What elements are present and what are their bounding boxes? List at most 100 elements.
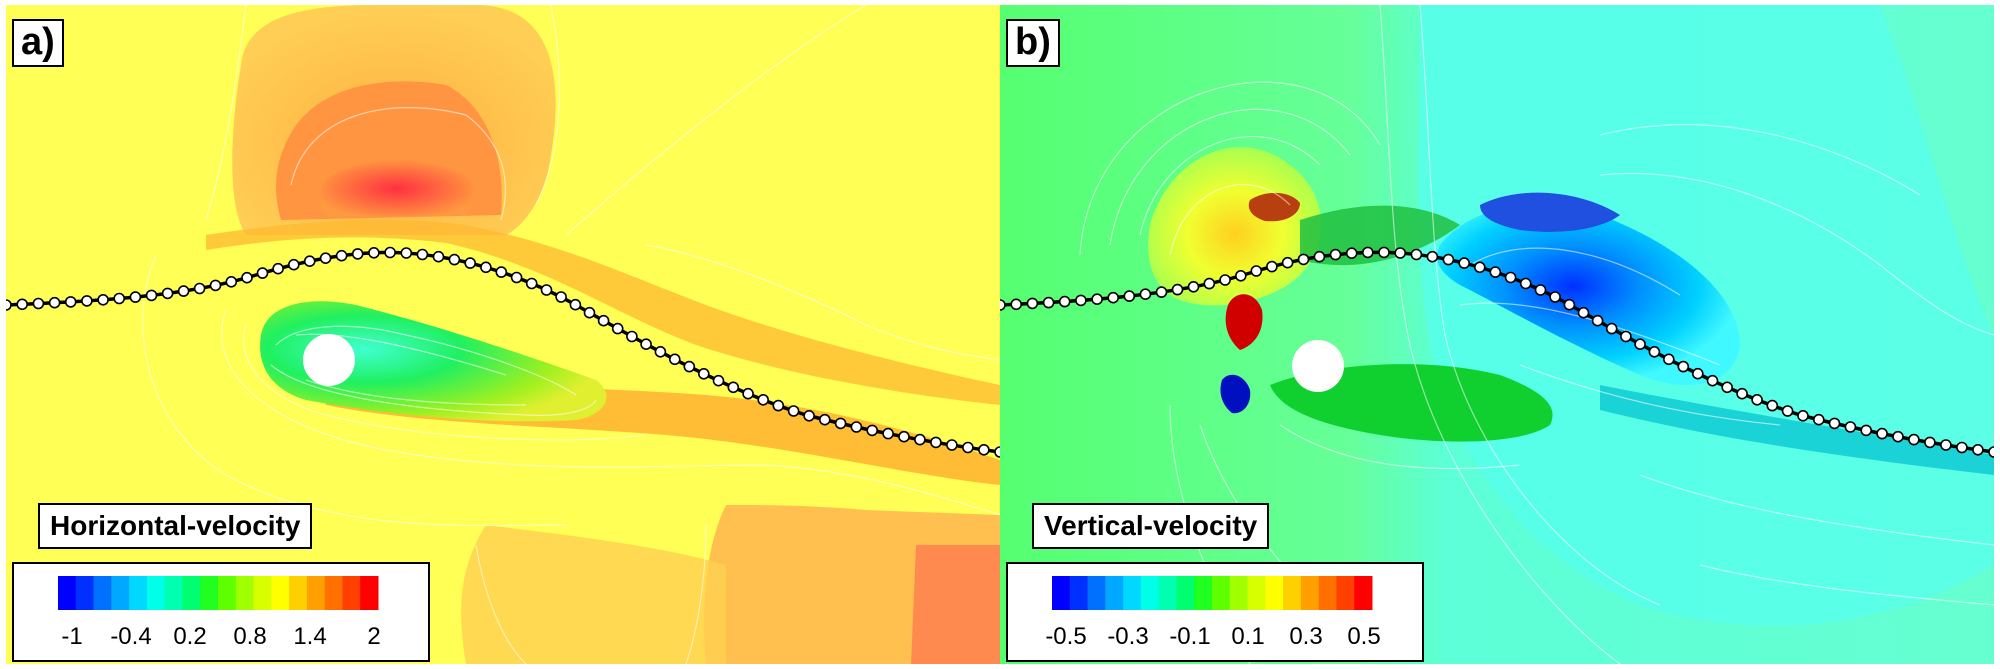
colorbar-swatch (235, 576, 255, 610)
filament-node (683, 360, 696, 373)
colorbar-swatch (253, 576, 272, 610)
colorbar-swatch (1318, 576, 1337, 610)
filament-node (1591, 314, 1604, 327)
filament-node (978, 443, 990, 456)
filament-node (1876, 427, 1888, 440)
filament-node (914, 433, 926, 446)
colorbar-tick: 0.5 (1347, 623, 1380, 650)
filament-node (555, 291, 567, 303)
filament-node (834, 417, 847, 430)
colorbar-swatches-b (1052, 576, 1373, 610)
filament-node (1956, 441, 1968, 454)
filament-node (712, 374, 725, 387)
filament-node (1091, 293, 1103, 306)
filament-node (1736, 387, 1748, 400)
colorbar-tick: 0.2 (173, 623, 206, 650)
filament-node (850, 421, 863, 433)
filament-node (241, 271, 253, 284)
colorbar-tick: 0.1 (1231, 623, 1264, 650)
colorbar-swatch (324, 576, 343, 610)
filament-node (640, 338, 652, 351)
colorbar-swatch (218, 576, 237, 610)
filament-node (727, 381, 740, 394)
filament-node (962, 441, 974, 454)
filament-node (994, 446, 1000, 458)
colorbar-tick: 0.3 (1289, 623, 1322, 650)
filament-node (1908, 433, 1920, 446)
colorbar-swatch (1052, 576, 1071, 610)
filament-node (1329, 248, 1342, 261)
filament-markers (1000, 246, 1994, 458)
colorbar-swatch (342, 576, 361, 610)
filament-node (597, 314, 610, 327)
filament-node (1504, 271, 1517, 284)
filament-node (1171, 283, 1184, 296)
colorbar-swatch (182, 576, 201, 610)
filament-node (787, 405, 800, 417)
filament-markers (6, 246, 1000, 458)
filament-node (64, 296, 77, 308)
filament-node (1410, 248, 1423, 261)
filament-node (335, 249, 348, 262)
filament-node (569, 298, 582, 311)
filament-node (97, 293, 109, 306)
filament-node (1235, 269, 1247, 282)
filament-node (1691, 367, 1704, 380)
filament-node (1860, 424, 1873, 437)
filament-node (1812, 413, 1825, 426)
filament-node (209, 279, 222, 292)
filament-node (1000, 299, 1006, 311)
filament-node (113, 292, 125, 305)
filament-node (448, 253, 461, 266)
colorbar-b: -0.5 -0.3 -0.1 0.1 0.3 0.5 (1006, 562, 1424, 662)
filament-node (1634, 338, 1646, 351)
colorbar-title-a: Horizontal-velocity (38, 503, 313, 549)
filament-node (525, 277, 538, 290)
filament-node (626, 330, 638, 343)
filament-node (1442, 253, 1455, 266)
filament-node (1972, 443, 1984, 456)
colorbar-tick: 1.4 (293, 623, 326, 650)
filament-node (1577, 306, 1590, 319)
colorbar-tick: -0.5 (1045, 623, 1086, 650)
filament-node (1751, 393, 1763, 406)
filament-node (161, 287, 174, 300)
colorbar-swatch (1087, 576, 1106, 610)
colorbar-swatch (1105, 576, 1124, 610)
colorbar-swatch (1336, 576, 1355, 610)
filament-node (256, 267, 269, 279)
filament-node (1489, 266, 1502, 278)
horizontal-velocity-field (6, 5, 1000, 664)
filament-node (1042, 296, 1055, 309)
colorbar-swatch (271, 576, 290, 610)
filament-node (287, 258, 300, 271)
filament-node (1378, 246, 1390, 259)
filament-node (1026, 297, 1039, 310)
colorbar-swatch (93, 576, 112, 610)
filament-node (668, 353, 681, 366)
filament-node (1458, 257, 1471, 269)
filament-node (1706, 374, 1719, 387)
filament-node (898, 430, 910, 443)
colorbar-swatch (1300, 576, 1320, 610)
colorbar-title-b: Vertical-velocity (1032, 503, 1270, 549)
filament-node (351, 248, 364, 260)
filament-node (803, 409, 815, 422)
cylinder (1292, 340, 1344, 392)
filament-node (464, 257, 477, 269)
filament-node (882, 427, 894, 440)
filament-node (1534, 284, 1547, 296)
filament-node (1662, 353, 1675, 366)
colorbar-swatch (1265, 576, 1284, 610)
colorbar-swatch (1283, 576, 1302, 610)
filament-node (1924, 436, 1936, 449)
filament-node (32, 297, 45, 310)
filament-node (1721, 381, 1734, 394)
filament-node (129, 291, 142, 303)
panel-b: b) Vertical-velocity -0.5 -0.3 -0.1 0.1 … (1000, 5, 1994, 664)
filament-node (757, 393, 770, 406)
colorbar-swatch (360, 576, 379, 610)
filament-node (1549, 291, 1561, 303)
colorbar-swatch (1354, 576, 1373, 610)
filament-node (1058, 295, 1071, 308)
